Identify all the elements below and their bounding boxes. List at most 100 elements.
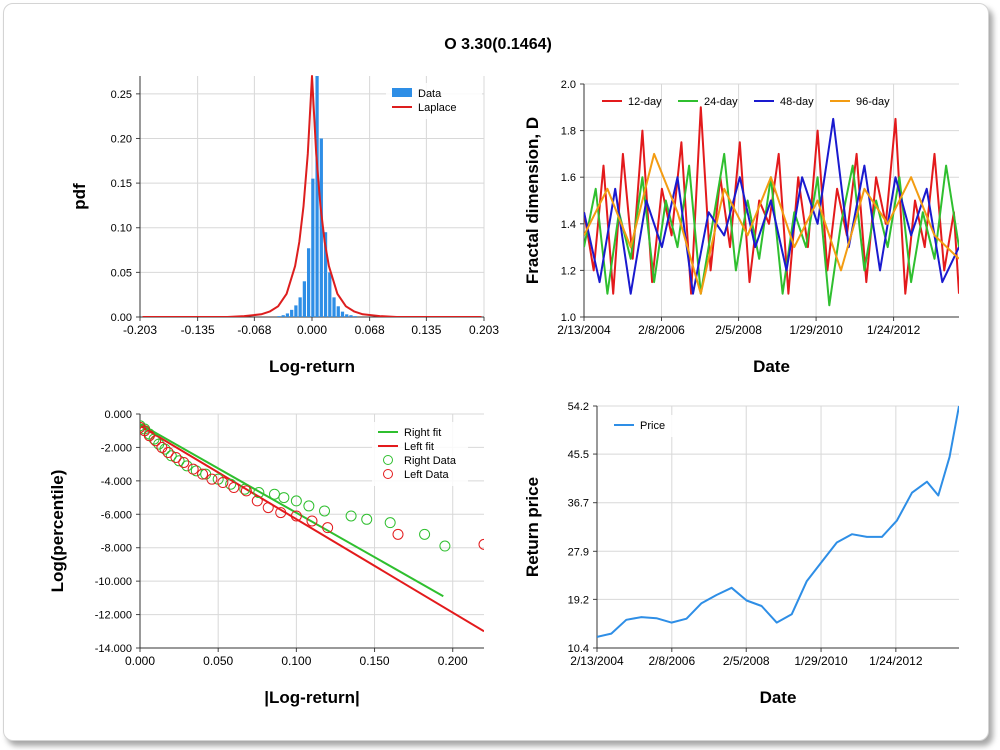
x-tick-label: 0.068: [355, 323, 385, 337]
x-tick-label: 1/24/2012: [869, 654, 923, 668]
series-line: [140, 424, 484, 633]
x-axis-title: Date: [760, 688, 797, 707]
data-point: [319, 505, 331, 517]
x-tick-label: 0.200: [438, 654, 468, 668]
x-tick-label: 0.100: [281, 654, 311, 668]
histogram-bar: [290, 309, 294, 317]
x-tick-label: 2/5/2008: [715, 323, 762, 337]
data-point: [253, 487, 265, 499]
histogram-bar: [345, 314, 349, 317]
data-point: [322, 522, 334, 534]
legend-label: Right fit: [404, 427, 441, 439]
y-tick-label: -14.000: [95, 643, 132, 655]
x-tick-label: 0.203: [469, 323, 499, 337]
legend-label: Laplace: [418, 102, 457, 114]
y-tick-label: 1.0: [561, 312, 576, 324]
page-title: O 3.30(0.1464): [444, 36, 552, 53]
chart-fractal: 2/13/2004 2/8/2006 2/5/2008 1/29/2010 1/24/2…: [523, 79, 959, 376]
x-tick-label: 0.000: [125, 654, 155, 668]
x-tick-label: 0.000: [297, 323, 327, 337]
data-point: [268, 488, 280, 500]
legend-swatch: [383, 455, 393, 465]
data-point: [290, 510, 302, 522]
y-tick-label: 0.10: [111, 223, 132, 235]
y-tick-label: 0.20: [111, 133, 132, 145]
data-point: [206, 473, 218, 485]
histogram-bar: [319, 138, 323, 317]
x-tick-label: 2/8/2006: [648, 654, 695, 668]
data-point: [303, 500, 315, 512]
legend: Right fit Left fit Right Data Left Data: [372, 422, 468, 486]
legend: Price: [608, 415, 704, 437]
y-tick-label: 0.15: [111, 178, 132, 190]
plots: -0.203 -0.135 -0.068 0.000 0.068 0.135 0.203 0.…: [48, 75, 959, 707]
data-point: [306, 515, 318, 527]
y-tick-label: 10.4: [568, 643, 589, 655]
data-point: [181, 460, 193, 472]
y-axis-title: Return price: [523, 477, 542, 577]
data-point: [240, 485, 252, 497]
y-tick-label: 0.25: [111, 89, 132, 101]
data-point: [140, 421, 146, 433]
data-point: [384, 517, 396, 529]
data-point: [361, 513, 373, 525]
histogram-bar: [302, 281, 306, 317]
plot-area: [584, 106, 959, 307]
data-point: [392, 528, 404, 540]
y-tick-label: 1.8: [561, 126, 576, 138]
x-tick-label: 0.150: [360, 654, 390, 668]
y-tick-label: -4.000: [101, 476, 132, 488]
legend-label: 96-day: [856, 96, 890, 108]
y-tick-label: 2.0: [561, 79, 576, 91]
legend-swatch: [392, 88, 412, 97]
data-point: [178, 456, 190, 468]
x-axis-title: Log-return: [269, 357, 355, 376]
x-tick-label: 2/8/2006: [638, 323, 685, 337]
data-point: [197, 468, 209, 480]
histogram-bar: [281, 315, 285, 317]
y-tick-label: 0.00: [111, 312, 132, 324]
y-tick-label: 1.6: [561, 172, 576, 184]
histogram-bar: [332, 297, 336, 317]
x-tick-label: 0.050: [203, 654, 233, 668]
histogram-bar: [311, 178, 315, 317]
data-point: [419, 528, 431, 540]
histogram-bar: [315, 76, 319, 317]
histogram-bar: [298, 297, 302, 317]
data-point: [275, 507, 287, 519]
x-tick-label: -0.203: [123, 323, 157, 337]
histogram-bar: [349, 315, 353, 317]
legend-label: Data: [418, 88, 442, 100]
histogram-bar: [306, 248, 311, 317]
data-point: [228, 482, 240, 494]
histogram-bar: [328, 272, 332, 317]
y-tick-label: 1.4: [561, 219, 576, 231]
data-point: [478, 538, 484, 550]
legend-label: 24-day: [704, 96, 738, 108]
y-tick-label: 0.05: [111, 267, 132, 279]
x-axis-title: |Log-return|: [264, 688, 359, 707]
data-point: [290, 495, 302, 507]
y-tick-label: 1.2: [561, 265, 576, 277]
x-tick-label: 2/13/2004: [557, 323, 611, 337]
histogram-bar: [340, 311, 345, 317]
data-point: [239, 483, 251, 495]
x-tick-label: -0.068: [237, 323, 271, 337]
y-tick-label: 27.9: [568, 546, 589, 558]
histogram-bar: [285, 313, 290, 317]
data-point: [173, 455, 185, 467]
x-tick-label: 2/5/2008: [723, 654, 770, 668]
plot-area: [142, 75, 482, 317]
data-point: [170, 451, 182, 463]
y-tick-label: -2.000: [101, 442, 132, 454]
chart-tail: 0.000 0.050 0.100 0.150 0.200 0.000 -2.000 -4.0…: [48, 409, 484, 707]
y-tick-label: 0.000: [104, 409, 132, 421]
legend: Data Laplace: [386, 83, 482, 119]
plot-area: [597, 405, 959, 638]
y-tick-label: -10.000: [95, 576, 132, 588]
x-tick-label: 0.135: [411, 323, 441, 337]
series-line: [142, 75, 482, 317]
histogram-bar: [353, 316, 357, 317]
x-tick-label: 2/13/2004: [570, 654, 624, 668]
